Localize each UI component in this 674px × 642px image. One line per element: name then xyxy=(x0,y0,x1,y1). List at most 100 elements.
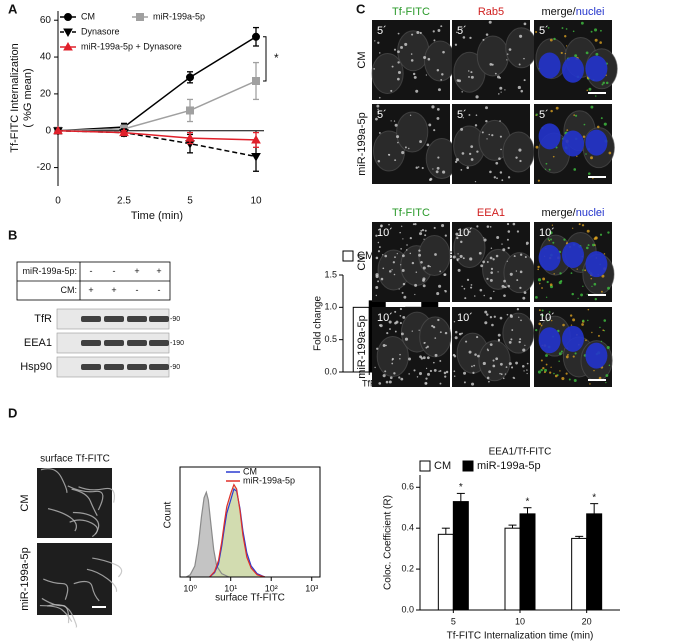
speckle xyxy=(378,324,382,327)
speckle xyxy=(574,54,578,58)
speckle xyxy=(408,357,411,361)
speckle xyxy=(402,238,404,240)
speckle xyxy=(513,255,516,258)
y-tick-label: 0.2 xyxy=(401,563,414,573)
legend-label: CM xyxy=(434,460,451,472)
speckle xyxy=(519,159,522,163)
legend-label: CM xyxy=(357,250,374,262)
speckle xyxy=(540,324,543,327)
band-size: -90 xyxy=(170,316,180,323)
speckle xyxy=(535,296,538,299)
condition-mark: + xyxy=(156,266,161,276)
band-size: -90 xyxy=(170,364,180,371)
speckle xyxy=(520,89,524,93)
cell xyxy=(502,312,535,354)
column-header: EEA1 xyxy=(477,207,505,219)
nuclei-label: nuclei xyxy=(576,6,605,18)
speckle xyxy=(422,356,426,360)
speckle xyxy=(404,42,408,46)
x-tick-label: 5 xyxy=(451,616,456,626)
speckle xyxy=(431,324,434,328)
cell xyxy=(396,111,429,153)
y-tick-label: 0 xyxy=(45,125,51,136)
speckle xyxy=(422,278,425,282)
speckle xyxy=(424,234,427,237)
speckle xyxy=(397,70,401,75)
speckle xyxy=(461,332,463,335)
speckle xyxy=(453,375,456,378)
speckle xyxy=(460,127,464,131)
speckle xyxy=(470,75,474,79)
speckle xyxy=(489,315,493,319)
micrograph xyxy=(37,543,112,615)
speckle xyxy=(437,29,441,32)
speckle xyxy=(419,31,422,35)
speckle xyxy=(479,288,483,292)
speckle xyxy=(463,287,466,290)
y-tick-label: 60 xyxy=(40,15,52,26)
speckle xyxy=(401,269,405,272)
speckle xyxy=(408,373,410,375)
speckle xyxy=(493,290,495,293)
speckle xyxy=(437,318,440,322)
speckle xyxy=(418,253,422,257)
speckle xyxy=(412,223,415,226)
speckle xyxy=(543,371,546,374)
speckle xyxy=(468,350,472,354)
speckle xyxy=(454,336,458,340)
speckle xyxy=(470,145,474,149)
speckle xyxy=(470,71,473,74)
speckle xyxy=(492,258,495,261)
speckle xyxy=(585,51,589,55)
band xyxy=(81,316,101,322)
speckle xyxy=(378,131,381,134)
speckle xyxy=(390,89,393,92)
speckle xyxy=(545,354,548,357)
speckle xyxy=(541,314,544,317)
micrograph xyxy=(37,468,112,538)
y-axis-label: Tf-FITC Internalization xyxy=(9,43,21,152)
speckle xyxy=(605,81,609,85)
x-tick-label: 10² xyxy=(265,583,278,593)
speckle xyxy=(572,30,575,33)
speckle xyxy=(589,383,591,385)
y-tick-label: 0.0 xyxy=(324,366,337,376)
cell-outline xyxy=(47,604,78,628)
speckle xyxy=(429,369,433,373)
panel-label: A xyxy=(8,1,18,16)
speckle xyxy=(419,140,422,143)
speckle xyxy=(414,223,417,226)
speckle xyxy=(425,346,428,349)
speckle xyxy=(553,37,556,41)
speckle xyxy=(389,376,393,380)
speckle xyxy=(549,283,553,287)
speckle xyxy=(538,309,541,312)
speckle xyxy=(519,338,522,341)
speckle xyxy=(603,122,607,126)
speckle xyxy=(385,344,387,347)
speckle xyxy=(456,31,458,34)
speckle xyxy=(414,283,418,287)
speckle xyxy=(475,95,479,99)
condition-mark: - xyxy=(158,285,161,295)
speckle xyxy=(537,370,541,374)
speckle xyxy=(550,109,553,113)
speckle xyxy=(490,271,493,274)
speckle xyxy=(545,363,548,366)
speckle xyxy=(388,223,390,226)
speckle xyxy=(375,294,378,297)
condition-label: miR-199a-5p: xyxy=(22,266,77,276)
speckle xyxy=(504,286,507,289)
cell xyxy=(505,27,538,69)
y-tick-label: 1.0 xyxy=(324,302,337,312)
speckle xyxy=(508,362,512,366)
speckle xyxy=(561,376,565,381)
speckle xyxy=(473,364,476,367)
speckle xyxy=(418,249,421,252)
speckle xyxy=(452,255,456,259)
speckle xyxy=(434,337,437,339)
speckle xyxy=(439,382,442,385)
speckle xyxy=(600,117,603,120)
speckle xyxy=(565,372,568,375)
area xyxy=(209,484,265,577)
